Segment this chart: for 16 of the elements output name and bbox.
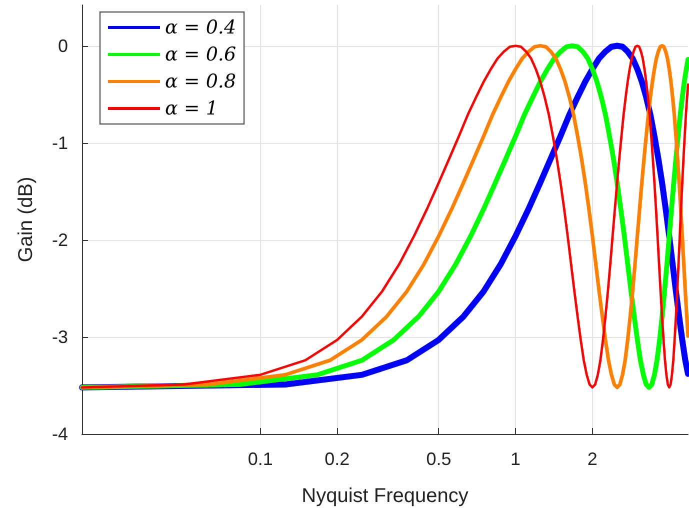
- y-tick-label: -1: [52, 132, 68, 153]
- y-tick-label: -2: [52, 230, 68, 250]
- y-tick-label: 0: [58, 36, 68, 56]
- x-tick-label: 2: [587, 449, 598, 469]
- x-axis-title: Nyquist Frequency: [302, 485, 468, 507]
- legend-label: α = 0.8: [165, 70, 236, 92]
- y-tick-label: -4: [52, 424, 68, 444]
- x-tick-label: 0.5: [426, 449, 452, 469]
- legend-label: α = 1: [165, 98, 218, 120]
- y-axis-title: Gain (dB): [15, 176, 37, 262]
- x-tick-label: 0.1: [248, 449, 273, 469]
- legend-label: α = 0.6: [165, 44, 236, 66]
- y-tick-label: -3: [52, 326, 68, 347]
- legend-label: α = 0.4: [165, 16, 236, 38]
- x-tick-label: 0.2: [324, 449, 350, 469]
- x-tick-label: 1: [510, 449, 521, 469]
